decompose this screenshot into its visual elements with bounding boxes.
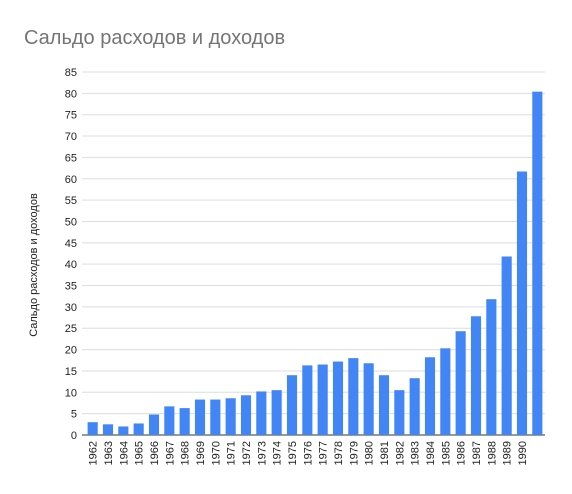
x-tick-label: 1977 [318,441,330,465]
bar [501,256,512,435]
x-tick-label: 1987 [471,441,483,465]
bar [87,422,98,435]
bar [194,399,206,435]
y-tick-label: 20 [65,345,77,357]
bar [179,408,190,435]
x-tick-label: 1969 [195,441,207,465]
bar [440,348,451,435]
bar [516,171,528,435]
x-tick-label: 1975 [287,441,299,465]
bar [363,363,374,435]
chart-title: Сальдо расходов и доходов [24,27,285,49]
x-tick-label: 1972 [241,441,253,465]
bar [486,299,497,435]
bar [164,406,175,435]
x-tick-label: 1970 [210,441,222,465]
x-tick-label: 1967 [164,441,176,465]
x-tick-label: 1966 [149,441,161,465]
x-tick-label: 1983 [410,441,422,465]
y-tick-label: 10 [65,387,77,399]
x-tick-label: 1973 [256,441,268,465]
bar [271,390,282,435]
x-tick-label: 1978 [333,441,345,465]
x-tick-label: 1971 [226,441,238,465]
y-tick-label: 30 [65,302,77,314]
x-tick-label: 1982 [394,441,406,465]
bar [470,316,482,435]
y-tick-label: 65 [65,152,77,164]
y-tick-label: 0 [71,430,77,442]
x-tick-label: 1984 [425,441,437,465]
bar [256,391,267,435]
x-tick-label: 1986 [456,441,468,465]
bar [532,91,543,435]
y-axis-label: Сальдо расходов и доходов [28,193,40,337]
x-tick-label: 1965 [134,441,146,465]
y-tick-label: 50 [65,216,77,228]
bar [394,390,405,435]
x-tick-label: 1990 [517,441,529,465]
x-tick-label: 1976 [302,441,314,465]
bar [302,365,313,435]
bar [409,378,420,435]
y-tick-label: 5 [71,409,77,421]
y-tick-label: 60 [65,174,77,186]
x-tick-label: 1985 [440,441,452,465]
x-tick-label: 1974 [272,441,284,465]
x-tick-label: 1980 [364,441,376,465]
bar [455,331,466,435]
bar [225,398,236,435]
bar [317,364,328,435]
y-tick-label: 45 [65,238,77,250]
x-tick-label: 1968 [180,441,192,465]
bar [424,357,436,435]
x-tick-label: 1962 [88,441,100,465]
bar [118,426,129,435]
bar [148,414,160,435]
y-tick-label: 35 [65,281,77,293]
bar [102,424,114,435]
x-tick-label: 1964 [118,441,130,465]
y-tick-label: 75 [65,110,77,122]
y-tick-label: 85 [65,67,77,79]
bar [240,395,252,435]
x-tick-label: 1981 [379,441,391,465]
y-tick-label: 80 [65,88,77,100]
x-tick-label: 1989 [502,441,514,465]
bar [332,361,344,435]
y-tick-label: 70 [65,131,77,143]
y-tick-label: 15 [65,366,77,378]
y-tick-label: 55 [65,195,77,207]
y-tick-label: 25 [65,323,77,335]
bar [210,399,221,435]
x-tick-label: 1988 [486,441,498,465]
bar [286,375,298,435]
bar [133,423,144,435]
x-tick-label: 1963 [103,441,115,465]
y-tick-label: 40 [65,259,77,271]
bar [348,358,359,435]
x-tick-label: 1979 [348,441,360,465]
bar [378,375,390,435]
